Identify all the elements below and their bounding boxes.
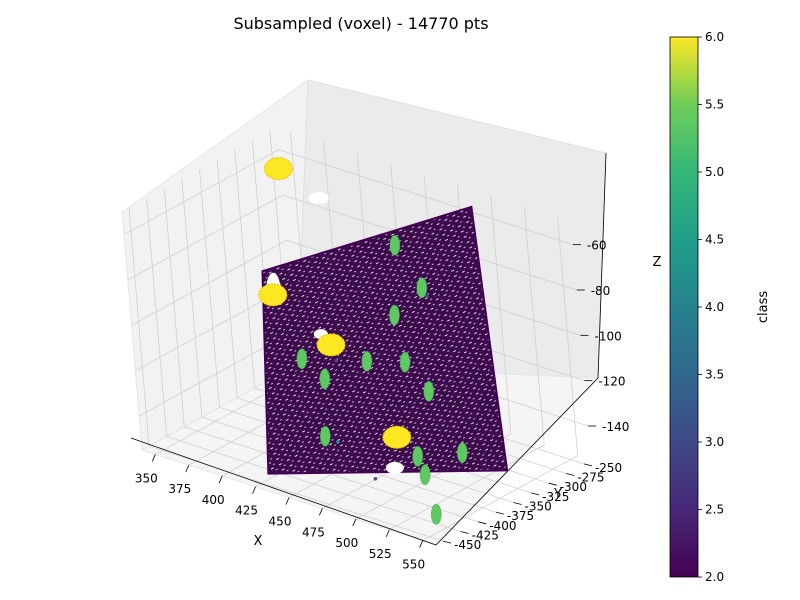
colorbar-gradient <box>669 36 699 578</box>
z-tick-label: -120 <box>598 375 625 389</box>
y-tick-label: -400 <box>489 519 516 533</box>
grid-line-x <box>422 217 579 542</box>
class-5-cluster <box>399 351 411 373</box>
colorbar-tick-label: 4.5 <box>705 233 724 247</box>
y-tick-label: -325 <box>542 490 569 504</box>
grid-line-x <box>389 206 545 531</box>
x-tick-label: 425 <box>235 504 258 518</box>
y-tick <box>442 540 452 544</box>
y-tick-label: -250 <box>595 461 622 475</box>
colorbar-tick-label: 5.0 <box>705 165 724 179</box>
x-tick <box>319 508 323 516</box>
class-5-cluster <box>319 368 331 390</box>
scan-gap <box>385 461 404 474</box>
x-tick-label: 475 <box>302 525 325 539</box>
y-axis-line <box>435 377 599 546</box>
x-axis-line <box>130 437 437 546</box>
z-axis-line <box>597 152 607 379</box>
grid-line-z <box>123 149 574 246</box>
x-tick-label: 500 <box>335 536 358 550</box>
z-tick-label: -60 <box>587 239 607 253</box>
class-3-point <box>373 477 378 481</box>
y-tick <box>478 521 487 525</box>
grid-line-y <box>181 179 497 513</box>
x-tick <box>218 475 223 484</box>
x-tick-label: 550 <box>402 558 425 572</box>
y-ticks: -250-275-300-325-350-375-400-425-450 <box>442 461 622 552</box>
grid-line-y <box>163 188 479 523</box>
y-tick-label: -350 <box>525 500 552 514</box>
class-5-cluster <box>361 350 373 372</box>
x-tick <box>285 497 290 505</box>
y-tick <box>531 492 540 496</box>
x-tick <box>352 518 357 527</box>
y-tick-label: -450 <box>454 538 481 552</box>
y-tick <box>583 463 593 467</box>
colorbar-tick-label: 4.0 <box>705 300 724 314</box>
y-tick <box>460 531 469 534</box>
colorbar-tick-label: 2.5 <box>705 503 724 517</box>
class-5-cluster <box>389 304 400 326</box>
x-tick-label: 375 <box>168 482 191 496</box>
scan-gap <box>308 192 329 205</box>
z-tick-label: -80 <box>591 284 611 298</box>
x-tick <box>385 529 390 538</box>
x-tick <box>151 454 156 462</box>
class-6-cluster <box>382 425 412 449</box>
y-tick-label: -375 <box>507 509 534 523</box>
y-tick-label: -275 <box>577 471 604 485</box>
colorbar-label: class <box>756 291 771 323</box>
class-5-cluster <box>419 464 431 486</box>
grid-line-y <box>128 208 444 542</box>
x-tick <box>185 464 190 473</box>
x-ticks: 350 375 400 425 450 475 500 525 550 <box>135 454 425 572</box>
y-tick <box>566 473 575 476</box>
x-axis-label: X <box>254 534 263 549</box>
class-5-cluster <box>416 277 428 299</box>
colorbar-tick-label: 3.5 <box>705 368 724 382</box>
class-5-cluster <box>296 348 308 370</box>
x-tick <box>419 540 424 548</box>
class-5-cluster <box>423 380 435 402</box>
x-tick-label: 400 <box>202 493 225 507</box>
colorbar-tick-label: 2.0 <box>705 570 724 584</box>
class-5-cluster <box>319 425 331 447</box>
object-clusters <box>258 157 468 525</box>
class-5-cluster <box>389 234 401 256</box>
class-3-point <box>425 293 429 298</box>
ground-plane-points <box>261 205 509 475</box>
z-axis-label: Z <box>653 255 662 270</box>
x-tick-label: 450 <box>269 515 292 529</box>
y-tick-label: -300 <box>560 480 587 494</box>
z-tick-label: -100 <box>595 329 622 343</box>
class-3-point <box>334 358 339 363</box>
class-5-cluster <box>430 503 442 525</box>
y-tick-label: -425 <box>472 528 499 542</box>
y-tick <box>513 502 522 505</box>
point-cloud <box>258 157 509 525</box>
grid-line-x <box>355 196 512 520</box>
class-6-cluster <box>263 157 293 181</box>
x-tick-label: 350 <box>135 471 158 485</box>
colorbar-ticks: 2.0 2.5 3.0 3.5 4.0 4.5 5.0 5.5 6.0 <box>698 30 724 584</box>
colorbar: 2.0 2.5 3.0 3.5 4.0 4.5 5.0 5.5 6.0 class <box>669 30 771 584</box>
colorbar-tick-label: 6.0 <box>705 30 724 44</box>
z-ticks: -60 -80 -100 -120 -140 <box>572 239 629 434</box>
colorbar-tick-label: 5.5 <box>705 98 724 112</box>
grid-line-y <box>146 198 461 532</box>
x-tick-label: 525 <box>369 547 392 561</box>
y-tick <box>495 511 504 515</box>
y-tick <box>548 482 557 486</box>
class-5-cluster <box>412 446 424 467</box>
class-6-cluster <box>316 333 346 357</box>
y-axis-label: Y <box>553 487 562 502</box>
colorbar-tick-label: 3.0 <box>705 435 724 449</box>
x-tick <box>252 486 256 494</box>
z-tick-label: -140 <box>602 420 629 434</box>
chart-title: Subsampled (voxel) - 14770 pts <box>233 14 488 33</box>
class-4-point <box>336 440 340 444</box>
class-5-cluster <box>456 442 468 464</box>
class-6-cluster <box>258 283 288 307</box>
